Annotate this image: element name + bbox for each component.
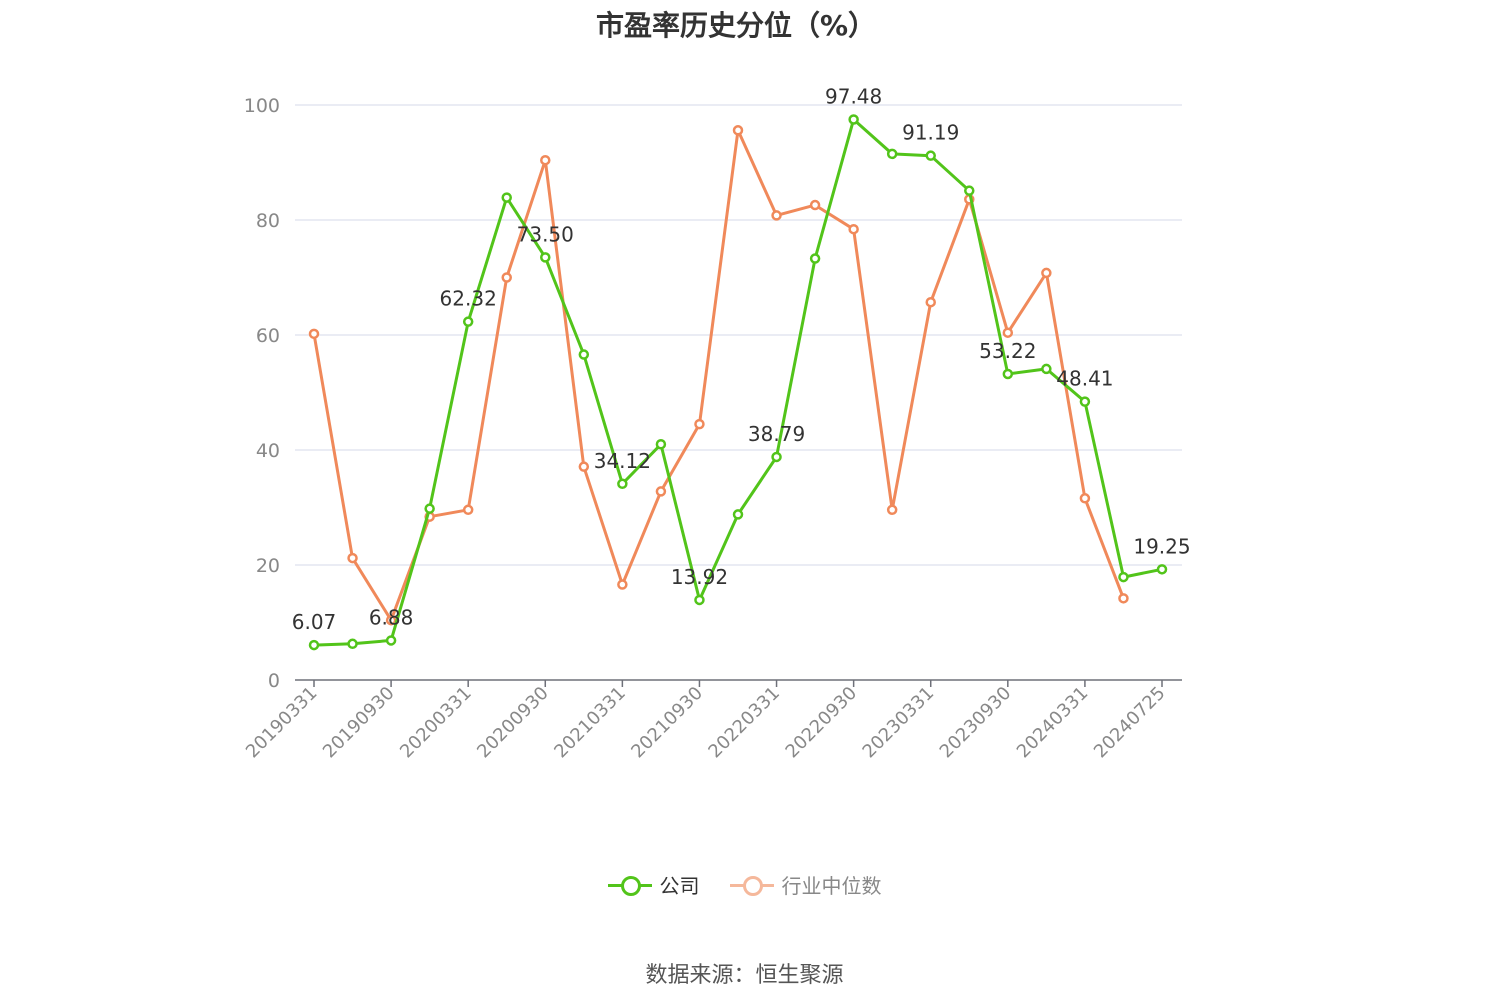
data-point-industry-20220331 [771, 210, 782, 221]
data-point-company-20210930 [694, 594, 705, 606]
x-tick-label-20220331: 20220331 [704, 683, 784, 763]
y-tick-label-40: 40 [256, 440, 280, 462]
data-point-industry-20200331 [462, 504, 474, 516]
data-label-20190331: 6.07 [292, 610, 337, 634]
legend: 公司 行业中位数 [0, 870, 1489, 899]
legend-company-marker-icon [607, 875, 652, 896]
data-point-industry-20210331 [617, 579, 628, 590]
data-point-company-20230630 [964, 185, 975, 196]
data-point-company-20211231 [732, 509, 744, 520]
x-tick-label-20210930: 20210930 [627, 683, 707, 763]
grid-layer [295, 104, 1182, 566]
y-tick-label-100: 100 [244, 95, 280, 117]
data-point-company-20200630 [501, 192, 512, 203]
data-point-company-20220930 [848, 114, 859, 125]
x-tick-label-20200930: 20200930 [473, 683, 553, 763]
data-point-industry-20190930 [385, 614, 397, 626]
data-label-20240331: 48.41 [1056, 367, 1113, 391]
data-label-20210331: 34.12 [594, 449, 651, 473]
y-tick-label-80: 80 [256, 210, 280, 232]
x-tick-label-20230331: 20230331 [859, 683, 939, 763]
data-point-industry-20230930 [1002, 327, 1014, 338]
data-point-industry-20190331 [308, 328, 320, 340]
data-point-company-20190331 [308, 639, 320, 651]
series-line-industry-median [312, 128, 1125, 622]
x-tick-label-20190331: 20190331 [242, 683, 322, 763]
data-point-company-20221231 [886, 148, 898, 160]
data-point-company-20210331 [617, 478, 628, 490]
data-label-20240725: 19.25 [1133, 534, 1190, 558]
y-tick-label-20: 20 [256, 555, 280, 577]
data-label-20210930: 13.92 [671, 565, 728, 589]
data-point-industry-20210630 [655, 486, 667, 497]
data-point-company-20201231 [578, 349, 590, 360]
data-point-industry-20210930 [694, 418, 705, 430]
legend-label-industry-median: 行业中位数 [781, 874, 882, 898]
x-tick-label-20190930: 20190930 [319, 683, 399, 763]
source-note: 数据来源：恒生聚源 [645, 963, 844, 988]
data-point-company-20240630 [1118, 571, 1129, 583]
data-point-company-20200930 [540, 252, 551, 263]
data-point-company-20240725 [1156, 564, 1168, 575]
data-point-industry-20190630 [347, 552, 358, 564]
data-point-industry-20211231 [732, 125, 744, 136]
data-point-industry-20221231 [886, 504, 898, 516]
data-point-company-20231231 [1041, 363, 1052, 375]
chart-title: 市盈率历史分位（%） [595, 9, 877, 42]
data-point-company-20210630 [655, 439, 667, 450]
data-point-industry-20200630 [501, 272, 512, 283]
data-label-20200930: 73.50 [517, 222, 574, 246]
y-tick-label-60: 60 [256, 325, 280, 347]
data-point-company-20220331 [771, 451, 782, 463]
data-label-20200331: 62.32 [440, 287, 497, 311]
x-tick-label-20210331: 20210331 [550, 683, 630, 763]
legend-label-company: 公司 [659, 874, 700, 898]
data-point-company-20190930 [385, 635, 397, 646]
series-layer [308, 114, 1168, 651]
data-point-company-20240331 [1079, 396, 1091, 407]
data-label-20230331: 91.19 [902, 121, 959, 145]
data-label-20220930: 97.48 [825, 84, 882, 108]
data-point-company-20230331 [925, 150, 936, 161]
data-label-20230930: 53.22 [979, 339, 1036, 363]
legend-item-company[interactable]: 公司 [607, 870, 700, 899]
data-point-company-20200331 [462, 316, 474, 327]
data-point-company-20190630 [347, 638, 358, 650]
legend-item-industry-median[interactable]: 行业中位数 [729, 870, 882, 899]
data-point-company-20230930 [1002, 368, 1014, 380]
data-point-industry-20200930 [540, 154, 551, 166]
x-tick-label-20200331: 20200331 [396, 683, 476, 763]
data-label-20190930: 6.88 [369, 605, 414, 629]
x-tick-label-20220930: 20220930 [782, 683, 862, 763]
data-point-company-20220630 [809, 253, 821, 264]
data-label-20220331: 38.79 [748, 422, 805, 446]
data-point-industry-20220930 [848, 223, 859, 235]
data-point-industry-20201231 [578, 461, 590, 472]
x-tick-label-20240331: 20240331 [1013, 683, 1093, 763]
x-tick-label-20230930: 20230930 [936, 683, 1016, 763]
legend-industry-marker-icon [729, 875, 774, 896]
data-point-industry-20240630 [1118, 593, 1129, 604]
axis-layer: 0 20 40 60 80 100 2019033120190930202003312020… [242, 95, 1182, 762]
data-point-industry-20220630 [809, 199, 821, 211]
series-line-company [313, 118, 1163, 647]
y-tick-label-0: 0 [268, 670, 280, 692]
data-point-industry-20240331 [1079, 493, 1091, 504]
data-point-company-20191231 [424, 503, 435, 514]
data-point-industry-20230331 [925, 296, 936, 308]
data-label-layer: 6.07 6.88 62.32 73.50 34.12 13.92 38.79 97.48 91… [292, 84, 1191, 634]
x-tick-label-20240725: 20240725 [1090, 683, 1170, 763]
data-point-industry-20231231 [1041, 267, 1052, 279]
